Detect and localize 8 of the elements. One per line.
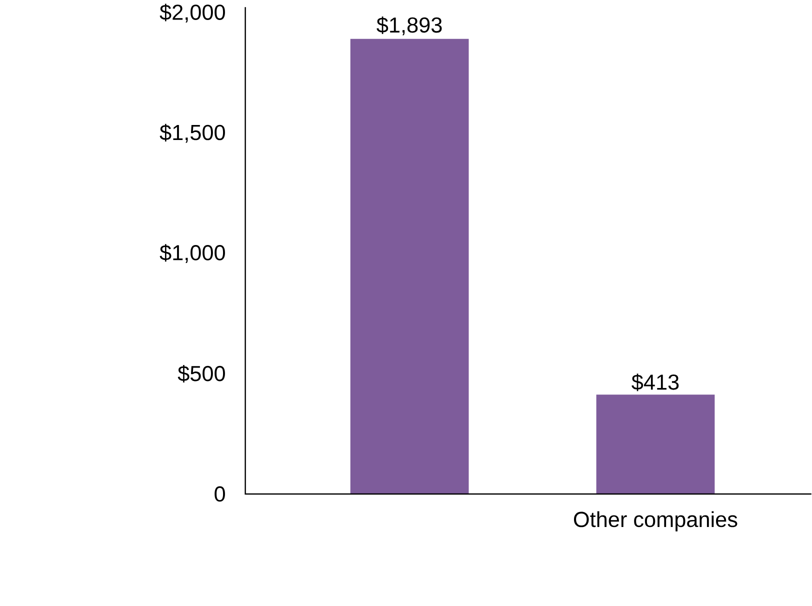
x-tick-label: Other companies (574, 511, 738, 532)
data-label: $1,893 (376, 16, 442, 36)
y-tick-label: $500 (178, 365, 225, 383)
data-label: $413 (632, 374, 679, 392)
y-tick-label: $1,000 (160, 244, 225, 264)
y-tick-label: $1,500 (160, 124, 225, 143)
y-tick-label: $2,000 (160, 4, 225, 23)
y-tick-label: 0 (214, 486, 225, 502)
